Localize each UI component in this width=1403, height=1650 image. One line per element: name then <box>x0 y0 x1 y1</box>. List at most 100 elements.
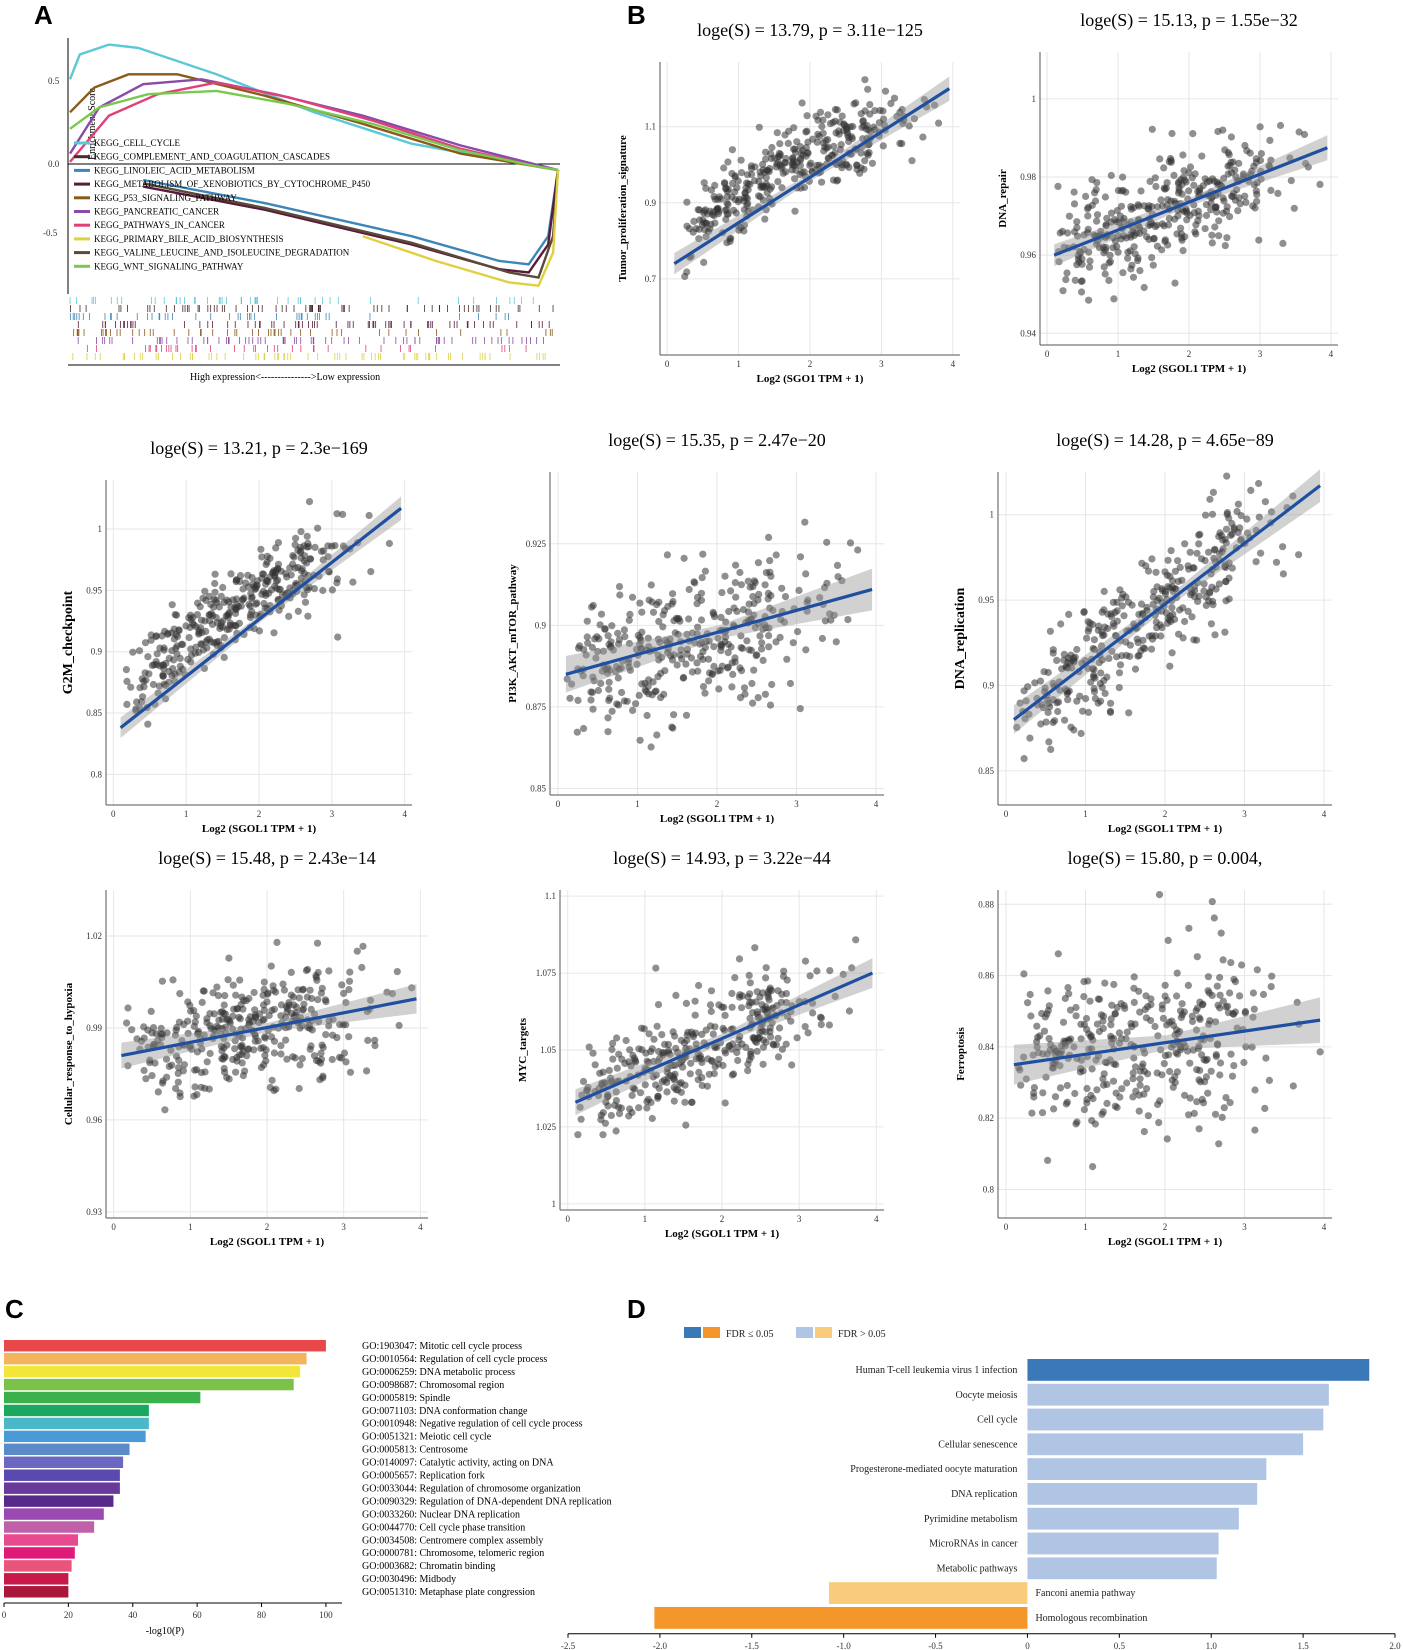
scatter-point <box>683 630 691 638</box>
scatter-point <box>1230 1062 1238 1070</box>
scatter-point <box>285 999 293 1007</box>
scatter-point <box>147 1007 155 1016</box>
scatter-point <box>655 656 663 664</box>
scatter-point <box>773 160 781 168</box>
scatter-point <box>612 1088 620 1096</box>
go-bar-label-0: GO:1903047: Mitotic cell cycle process <box>362 1341 522 1352</box>
scatter-point <box>1161 981 1169 989</box>
scatter-point <box>1316 180 1324 188</box>
scatter-point <box>1257 175 1265 183</box>
scatter-point <box>1079 707 1087 715</box>
scatter-point <box>211 570 219 578</box>
scatter-point <box>252 600 260 608</box>
scatter-point <box>579 672 587 680</box>
scatter-point <box>778 584 786 592</box>
scatter-point <box>1234 207 1242 215</box>
scatter-point <box>1089 1095 1097 1103</box>
scatter-point <box>1249 1013 1257 1021</box>
scatter-point <box>303 532 311 540</box>
scatter-point <box>717 613 725 622</box>
scatter-point <box>139 693 147 701</box>
go-x-tick-label: 80 <box>257 1610 267 1620</box>
scatter-point <box>319 1072 327 1080</box>
scatter-point <box>1113 207 1121 215</box>
scatter-point <box>740 227 748 235</box>
scatter-point <box>1177 224 1185 232</box>
scatter-point <box>1173 969 1181 977</box>
scatter-point <box>1046 627 1054 635</box>
scatter-point <box>582 1087 591 1095</box>
scatter-point <box>1227 1050 1235 1058</box>
scatter-point <box>1195 1125 1203 1133</box>
scatter-point <box>295 994 303 1002</box>
scatter-point <box>720 1026 728 1034</box>
scatter-point <box>826 610 834 618</box>
scatter-point <box>1174 557 1182 565</box>
scatter-point <box>744 577 752 585</box>
scatter-title: loge(S) = 15.13, p = 1.55e−32 <box>1080 10 1297 31</box>
scatter-point <box>1289 1082 1297 1090</box>
x-tick-label: 0 <box>111 1222 116 1232</box>
scatter-point <box>710 643 718 651</box>
scatter-point <box>1205 548 1213 556</box>
scatter-point <box>165 654 173 662</box>
scatter-point <box>608 1045 616 1054</box>
scatter-point <box>1195 540 1203 548</box>
scatter-point <box>817 1014 826 1022</box>
scatter-point <box>236 976 244 984</box>
scatter-point <box>1088 665 1097 673</box>
x-tick-label: 4 <box>402 809 407 819</box>
scatter-point <box>1171 279 1179 287</box>
scatter-point <box>220 653 228 662</box>
scatter-point <box>206 1022 214 1030</box>
scatter-point <box>672 991 680 1000</box>
scatter-point <box>218 1055 226 1063</box>
scatter-point <box>786 679 795 688</box>
scatter-point <box>854 546 862 554</box>
scatter-point <box>1158 1001 1166 1009</box>
scatter-point <box>653 731 661 739</box>
scatter-point <box>196 603 204 611</box>
gsea-curve-4 <box>69 89 559 172</box>
scatter-point <box>813 161 821 170</box>
scatter-point <box>753 1047 761 1055</box>
scatter-point <box>245 600 253 609</box>
scatter-point <box>300 1000 308 1008</box>
scatter-point <box>701 567 710 575</box>
scatter-point <box>239 1047 247 1055</box>
scatter-point <box>1090 636 1098 644</box>
scatter-point <box>626 610 634 619</box>
scatter-point <box>1130 984 1138 992</box>
scatter-point <box>1241 141 1249 150</box>
scatter-point <box>702 637 710 645</box>
scatter-point <box>583 617 591 625</box>
scatter-point <box>197 640 205 648</box>
scatter-point <box>709 1030 717 1038</box>
scatter-point <box>1174 1050 1182 1058</box>
scatter-point <box>1243 515 1251 523</box>
scatter-point <box>734 198 742 206</box>
scatter-point <box>745 646 753 654</box>
go-bar-label-8: GO:0005813: Centrosome <box>362 1445 468 1456</box>
scatter-point <box>319 556 327 564</box>
scatter-point <box>790 124 798 132</box>
scatter-point <box>615 1110 624 1118</box>
x-tick-label: 3 <box>797 1214 802 1224</box>
scatter-point <box>698 1030 706 1038</box>
gsea-legend-label-4: KEGG_P53_SIGNALING_PATHWAY <box>94 193 237 203</box>
scatter-point <box>678 655 686 663</box>
scatter-point <box>317 547 326 556</box>
scatter-point <box>1159 1014 1167 1023</box>
scatter-point <box>1161 568 1169 576</box>
regression-line <box>1053 146 1328 257</box>
scatter-point <box>1070 657 1078 665</box>
scatter-point <box>1131 1020 1139 1028</box>
scatter-point <box>613 700 621 708</box>
scatter-point <box>1208 231 1216 239</box>
scatter-point <box>1257 150 1265 158</box>
scatter-point <box>1219 536 1227 544</box>
scatter-point <box>195 1027 203 1036</box>
scatter-point <box>725 607 733 616</box>
scatter-point <box>1088 1065 1096 1073</box>
